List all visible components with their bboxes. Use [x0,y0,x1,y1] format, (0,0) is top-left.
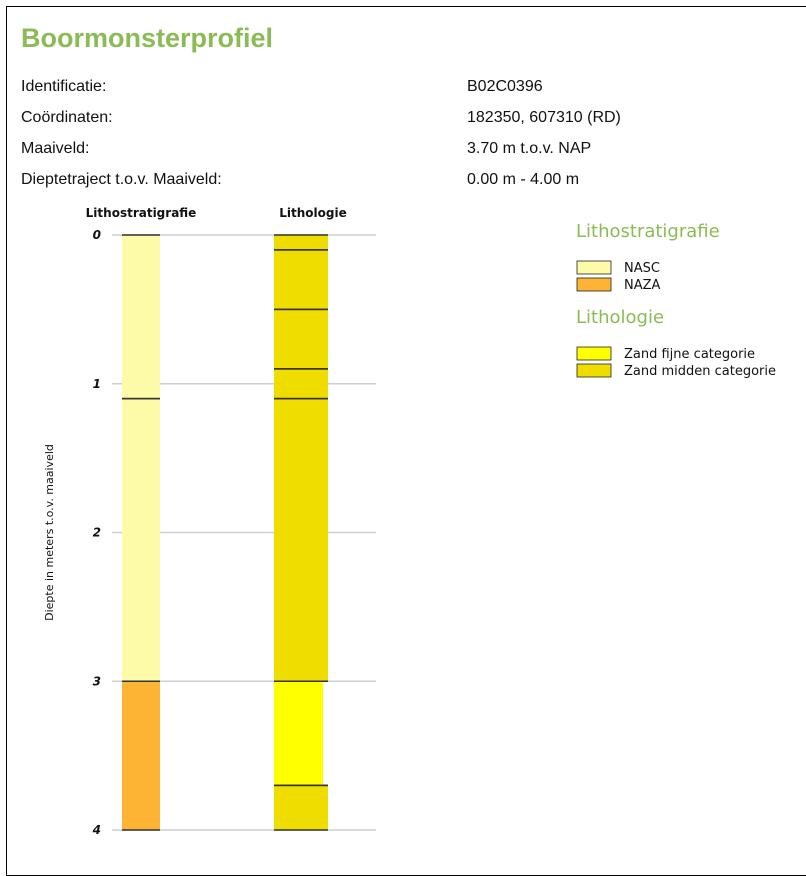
info-value: B02C0396 [467,78,543,95]
info-row-dieptetraject: Dieptetraject t.o.v. Maaiveld: 0.00 m - … [21,168,781,192]
y-tick-label: 4 [92,823,101,837]
legend-label: NASC [624,261,660,276]
layer-bar [274,249,328,310]
column-title: Lithostratigrafie [86,206,197,220]
legend-label: Zand fijne categorie [624,347,755,362]
legend-label: Zand midden categorie [624,364,776,379]
y-axis-label: Diepte in meters t.o.v. maaiveld [43,444,56,621]
legend-label: NAZA [624,278,661,293]
layer-bar [122,235,160,399]
info-label: Coördinaten: [21,109,113,126]
legend-title: Lithostratigrafie [576,221,720,242]
layer-bar [274,235,328,250]
legend-swatch [576,277,612,292]
legend-swatch [576,260,612,275]
info-row-maaiveld: Maaiveld: 3.70 m t.o.v. NAP [21,137,781,161]
info-value: 3.70 m t.o.v. NAP [467,140,592,157]
layer-bar [274,785,328,830]
info-value: 182350, 607310 (RD) [467,109,621,126]
layer-bar [274,368,328,399]
layer-bar [274,398,328,682]
info-value: 0.00 m - 4.00 m [467,171,580,188]
legend-swatch [576,346,612,361]
layer-bar [274,681,323,786]
info-row-coordinaten: Coördinaten: 182350, 607310 (RD) [21,106,781,130]
y-tick-label: 1 [93,377,101,391]
column-title: Lithologie [279,206,346,220]
y-tick-label: 2 [93,526,101,540]
borehole-profile-chart: 0 1 2 3 4 Diepte in meters t.o.v. maaiveld Lit… [43,206,776,837]
y-tick-label: 0 [93,228,101,242]
info-label: Dieptetraject t.o.v. Maaiveld: [21,171,222,188]
legend-swatch [576,363,612,378]
layer-bar [122,681,160,830]
legend-title: Lithologie [576,307,664,328]
info-row-identificatie: Identificatie: B02C0396 [21,75,781,99]
y-tick-label: 3 [93,674,101,688]
layer-bar [274,309,328,369]
info-label: Maaiveld: [21,140,90,157]
layer-bar [122,398,160,682]
page-title: Boormonsterprofiel [21,23,274,53]
info-label: Identificatie: [21,78,107,95]
